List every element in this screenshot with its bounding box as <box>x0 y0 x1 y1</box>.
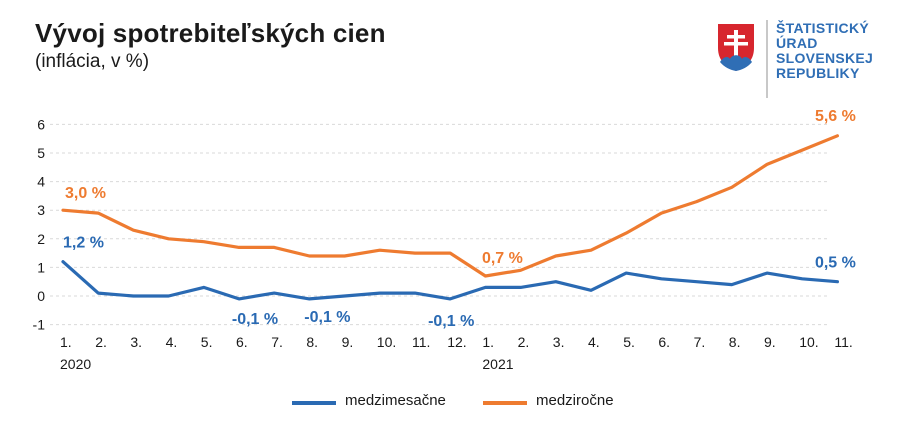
logo-line: ŠTATISTICKÝ <box>776 20 870 36</box>
y-tick-label: 5 <box>37 145 45 161</box>
x-tick-label: 9. <box>342 334 354 350</box>
logo-text: ŠTATISTICKÝ ÚRAD SLOVENSKEJ REPUBLIKY <box>776 21 873 81</box>
data-label: -0,1 % <box>232 311 278 328</box>
chart-subtitle: (inflácia, v %) <box>35 51 150 72</box>
logo-line: REPUBLIKY <box>776 65 860 81</box>
series-line-medzimesacne <box>61 260 840 301</box>
x-tick-label: 1. <box>60 334 72 350</box>
data-label: 0,7 % <box>482 250 523 267</box>
x-tick-label: 4. <box>588 334 600 350</box>
x-tick-label: 2. <box>95 334 107 350</box>
x-year-label: 2021 <box>482 356 513 372</box>
statistical-office-logo: ŠTATISTICKÝ ÚRAD SLOVENSKEJ REPUBLIKY <box>716 20 906 100</box>
y-tick-label: 4 <box>37 174 45 190</box>
data-label: 0,5 % <box>815 255 856 272</box>
logo-divider <box>766 20 768 98</box>
x-tick-label: 7. <box>694 334 706 350</box>
x-tick-label: 3. <box>130 334 142 350</box>
logo-line: SLOVENSKEJ <box>776 50 874 66</box>
x-tick-label: 3. <box>553 334 565 350</box>
x-tick-label: 7. <box>271 334 283 350</box>
series-line-medzirocne <box>61 134 840 278</box>
x-tick-label: 2. <box>518 334 530 350</box>
y-tick-label: 6 <box>37 116 45 132</box>
x-tick-label: 10. <box>799 334 818 350</box>
y-tick-label: 3 <box>37 202 45 218</box>
legend-label: medziročne <box>536 392 614 409</box>
y-tick-label: 2 <box>37 231 45 247</box>
x-tick-label: 6. <box>658 334 670 350</box>
data-label: 3,0 % <box>65 185 106 202</box>
x-tick-label: 5. <box>201 334 213 350</box>
y-tick-label: 1 <box>37 259 45 275</box>
data-label: 1,2 % <box>63 235 104 252</box>
x-tick-label: 11. <box>412 334 430 350</box>
x-tick-label: 11. <box>834 334 852 350</box>
chart-title: Vývoj spotrebiteľských cien <box>35 18 386 48</box>
y-tick-label: -1 <box>33 317 46 333</box>
x-tick-label: 6. <box>236 334 248 350</box>
slovak-coat-of-arms-icon <box>718 24 754 71</box>
x-tick-label: 12. <box>447 334 466 350</box>
logo-line: ÚRAD <box>776 35 818 51</box>
legend-swatch-medzimesacne <box>292 401 336 405</box>
data-label: 5,6 % <box>815 108 856 125</box>
x-tick-label: 5. <box>623 334 635 350</box>
x-tick-label: 4. <box>166 334 178 350</box>
x-tick-label: 10. <box>377 334 396 350</box>
legend-label: medzimesačne <box>345 392 446 409</box>
x-tick-label: 9. <box>764 334 776 350</box>
x-year-label: 2020 <box>60 356 91 372</box>
legend-swatch-medzirocne <box>483 401 527 405</box>
x-tick-label: 1. <box>482 334 494 350</box>
x-tick-label: 8. <box>306 334 318 350</box>
x-tick-label: 8. <box>729 334 741 350</box>
y-tick-label: 0 <box>37 288 45 304</box>
data-label: -0,1 % <box>304 309 350 326</box>
data-label: -0,1 % <box>428 313 474 330</box>
